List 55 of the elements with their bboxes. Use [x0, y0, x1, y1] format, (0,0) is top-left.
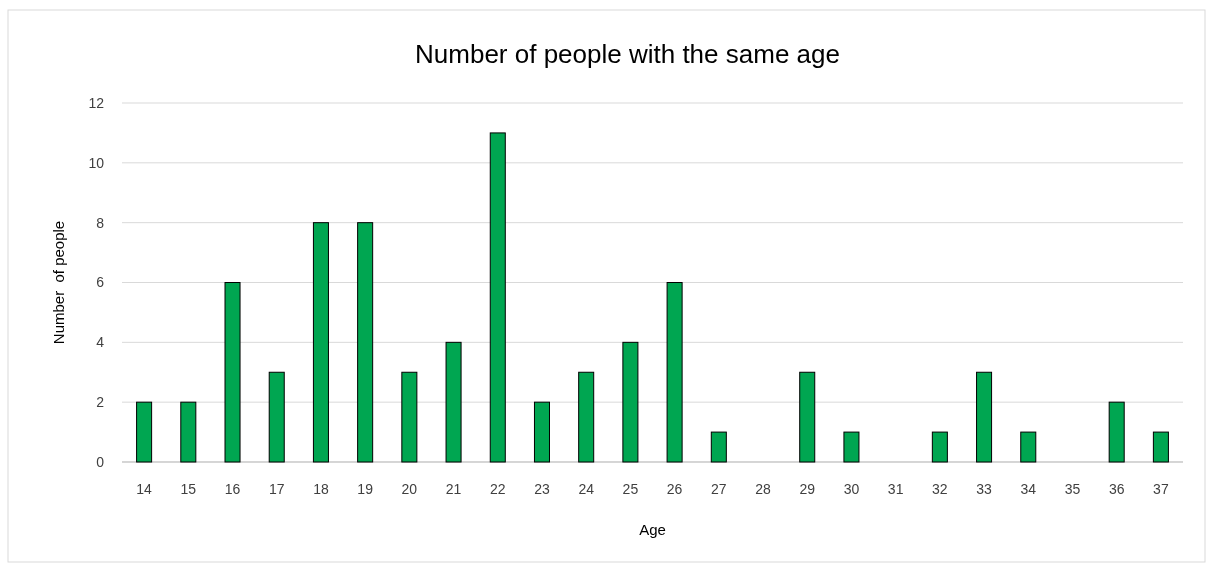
x-tick-label: 30: [843, 481, 860, 497]
bar: [312, 222, 329, 463]
x-tick-label: 28: [755, 481, 772, 497]
y-tick-label: 12: [88, 94, 105, 111]
x-tick-label: 32: [932, 481, 948, 497]
x-tick-label: 19: [357, 481, 374, 497]
bar: [710, 431, 727, 463]
x-tick-label: 16: [224, 481, 241, 497]
chart-title: Number of people with the same age: [415, 39, 840, 69]
x-tick-label: 20: [401, 481, 418, 497]
bar: [843, 431, 860, 463]
bar: [445, 341, 462, 463]
bar: [578, 371, 595, 463]
x-tick-label: 37: [1153, 481, 1169, 497]
bar: [180, 401, 197, 463]
bar: [357, 222, 374, 463]
y-axis-title: Number of people: [50, 220, 67, 345]
x-tick-label: 25: [622, 481, 639, 497]
x-tick-label: 34: [1020, 481, 1037, 497]
bar: [401, 371, 418, 463]
bar: [799, 371, 816, 463]
bar: [533, 401, 550, 463]
bar: [1020, 431, 1037, 463]
y-tick-label: 0: [96, 453, 105, 470]
bar: [931, 431, 948, 463]
bar: [268, 371, 285, 463]
bar: [622, 341, 639, 463]
x-tick-label: 15: [180, 481, 197, 497]
x-tick-label: 33: [976, 481, 993, 497]
x-tick-label: 36: [1108, 481, 1125, 497]
bar: [224, 282, 241, 463]
x-axis-title: Age: [639, 521, 666, 538]
y-tick-label: 4: [96, 334, 105, 351]
bar: [976, 371, 993, 463]
x-tick-label: 21: [445, 481, 462, 497]
bar: [136, 401, 153, 463]
bar: [489, 132, 506, 463]
y-tick-label: 2: [96, 394, 105, 411]
x-tick-label: 26: [666, 481, 683, 497]
bar: [666, 282, 683, 463]
y-tick-label: 10: [88, 154, 105, 171]
x-tick-label: 22: [489, 481, 506, 497]
y-tick-label: 6: [96, 274, 105, 291]
x-tick-label: 24: [578, 481, 595, 497]
x-tick-label: 35: [1064, 481, 1081, 497]
bar: [1152, 431, 1169, 463]
x-tick-label: 27: [711, 481, 727, 497]
x-tick-label: 17: [268, 481, 285, 497]
x-tick-label: 18: [313, 481, 329, 497]
bar: [1108, 401, 1125, 463]
x-tick-label: 23: [534, 481, 550, 497]
x-tick-label: 31: [887, 481, 904, 497]
x-tick-label: 29: [799, 481, 816, 497]
y-tick-label: 8: [96, 214, 105, 231]
x-tick-label: 14: [136, 481, 153, 497]
